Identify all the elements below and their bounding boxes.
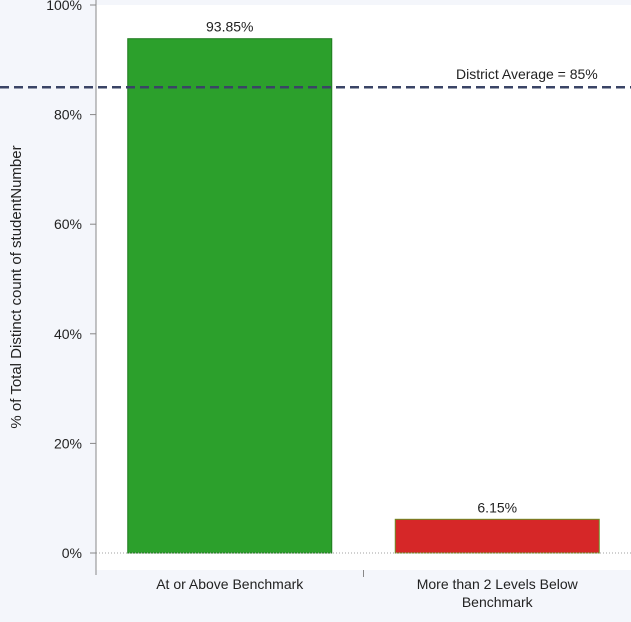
x-tick-label-1: At or Above Benchmark (156, 576, 304, 592)
axis-layer: 0% 20% 40% 60% 80% 100% At or Above Benchmark M… (46, 0, 631, 610)
bar-1 (127, 38, 333, 554)
y-tick-label: 0% (62, 545, 82, 561)
data-label-2: 6.15% (477, 499, 517, 515)
data-labels-layer: 93.85% 6.15% (206, 19, 517, 516)
y-tick-label: 40% (54, 326, 82, 342)
y-axis-title: % of Total Distinct count of studentNumb… (8, 145, 25, 428)
x-tick-label-2: More than 2 Levels Below Benchmark (417, 576, 579, 610)
y-tick-label: 60% (54, 216, 82, 232)
bar-2 (394, 518, 600, 554)
data-label-1: 93.85% (206, 19, 253, 35)
reference-line-layer: District Average = 85% (0, 66, 631, 89)
y-tick-label: 20% (54, 435, 82, 451)
bars-layer (127, 38, 600, 554)
reference-line-label: District Average = 85% (456, 66, 598, 82)
y-tick-label: 80% (54, 107, 82, 123)
y-tick-label: 100% (46, 0, 82, 13)
